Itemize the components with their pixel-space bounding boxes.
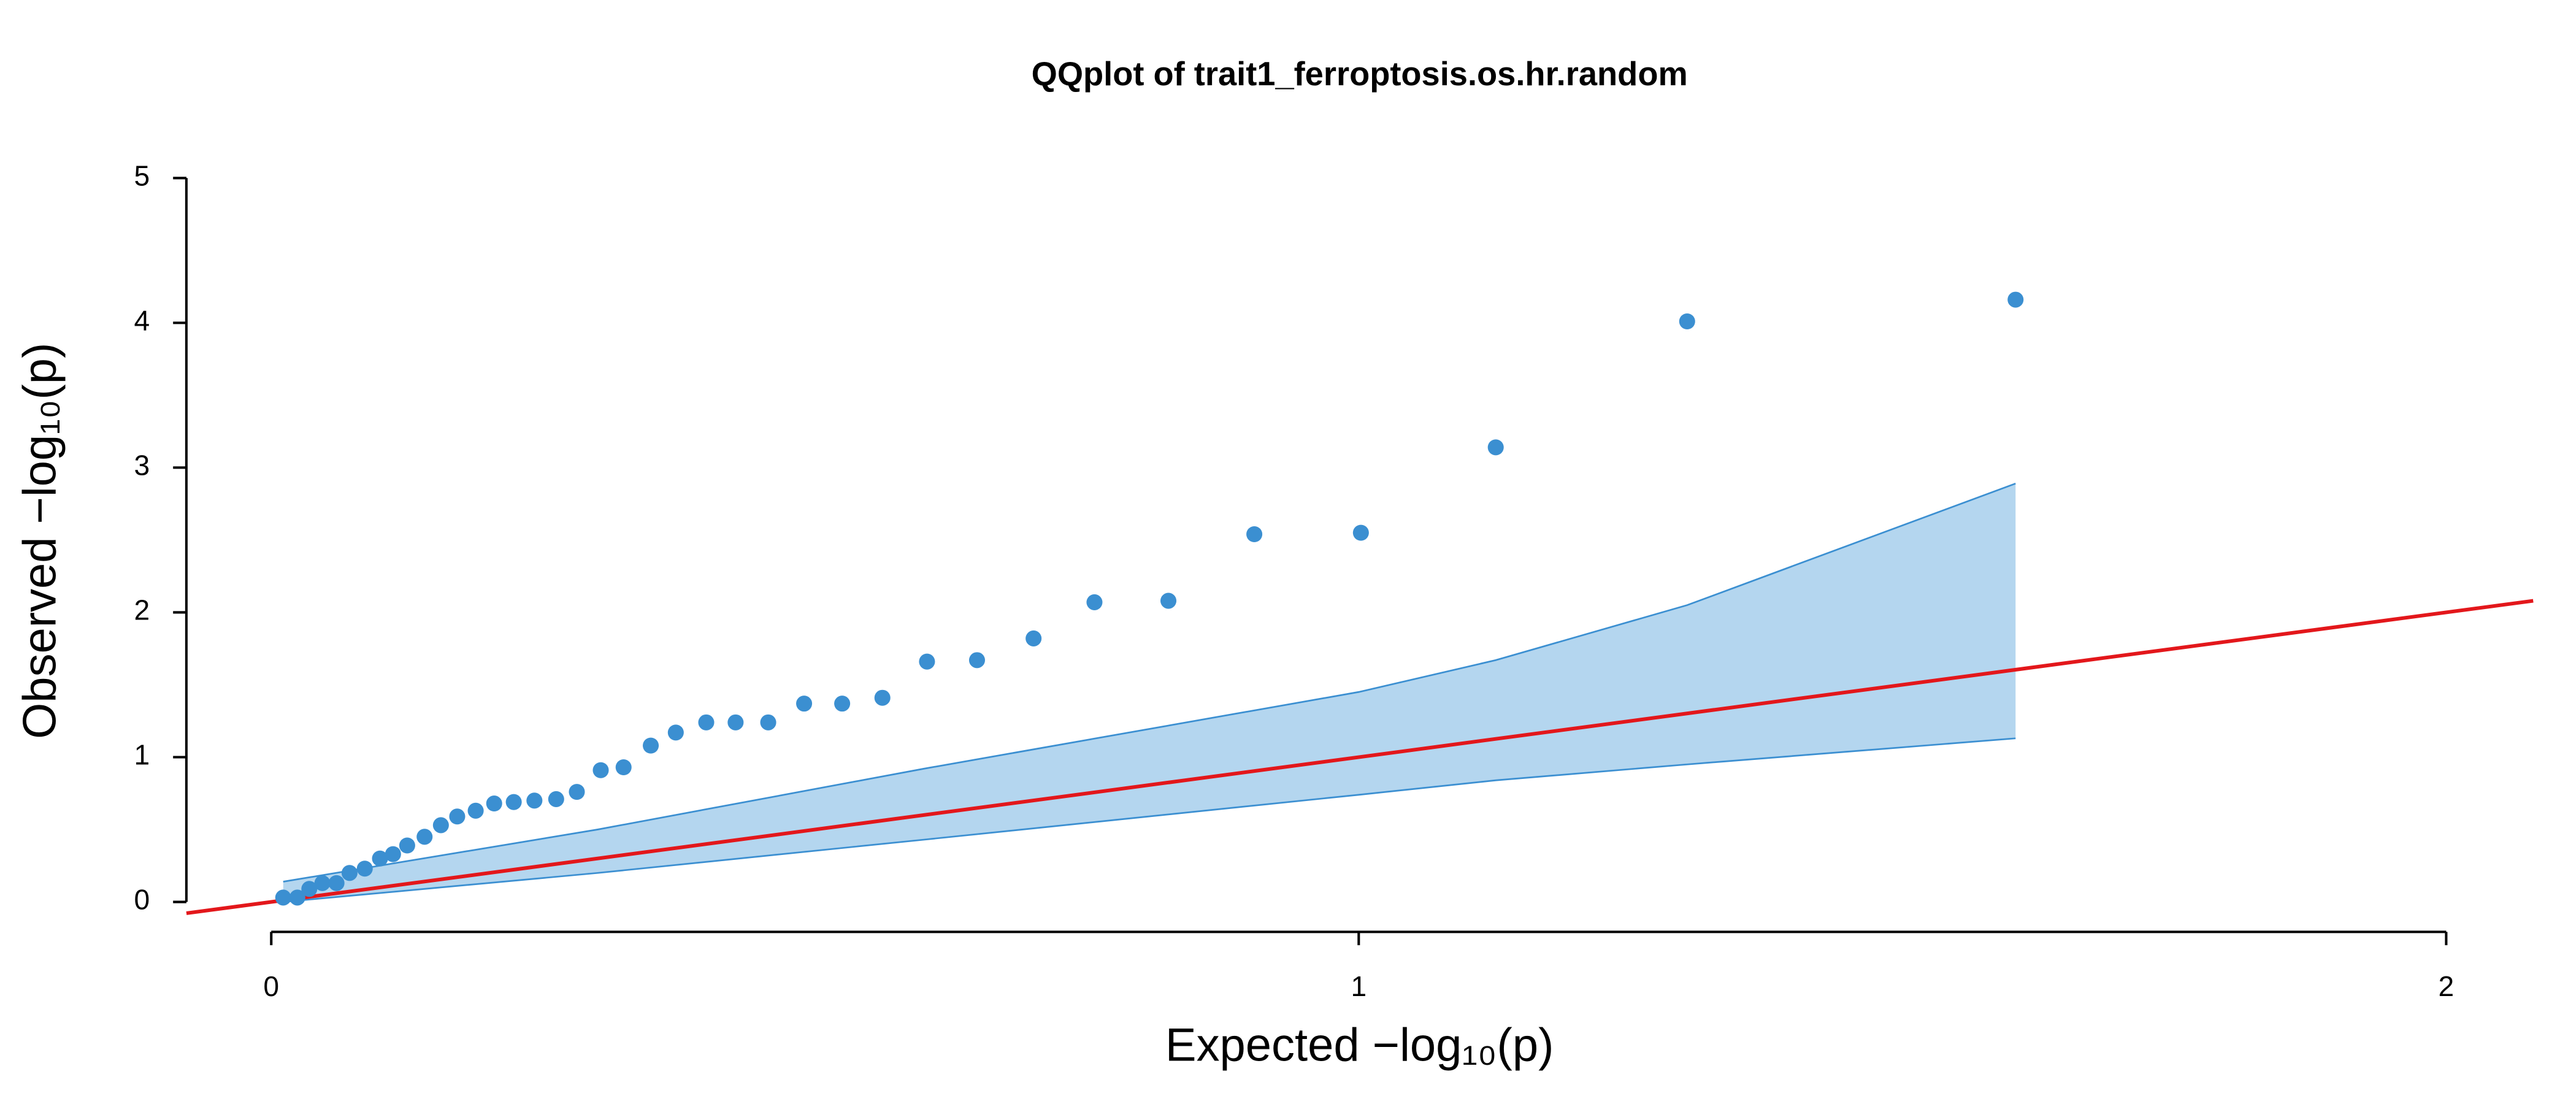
point: [643, 737, 659, 754]
y-tick-label: 4: [134, 305, 150, 337]
band-edge: [283, 483, 2016, 883]
point: [1487, 439, 1504, 456]
point: [796, 696, 813, 712]
y-tick-label: 1: [134, 739, 150, 771]
y-tick-label: 5: [134, 159, 150, 191]
point: [314, 875, 331, 891]
point: [289, 889, 305, 906]
point: [1160, 592, 1177, 609]
x-tick-label: 2: [2439, 970, 2455, 1002]
point: [727, 714, 744, 730]
point: [416, 829, 433, 845]
point: [667, 724, 684, 741]
point: [1679, 313, 1695, 330]
point: [968, 652, 985, 669]
point: [569, 784, 585, 800]
point: [2007, 291, 2024, 308]
point: [301, 881, 318, 897]
point: [760, 714, 776, 730]
point: [1086, 594, 1103, 610]
point: [919, 653, 935, 670]
point: [467, 802, 484, 819]
point: [432, 817, 449, 834]
reference-line: [186, 599, 2534, 915]
confidence-band: [283, 483, 2016, 902]
point: [372, 850, 388, 867]
point: [341, 865, 358, 881]
x-tick-label: 1: [1351, 970, 1367, 1002]
point: [548, 791, 564, 807]
point: [874, 689, 891, 706]
point: [834, 696, 851, 712]
y-axis-label: Observed −log₁₀(p): [14, 343, 66, 739]
point: [328, 875, 345, 891]
point: [486, 795, 502, 812]
point: [615, 759, 632, 776]
point: [1352, 524, 1369, 541]
y-tick-label: 2: [134, 594, 150, 626]
point: [592, 762, 609, 778]
point: [505, 794, 522, 810]
chart-title: QQplot of trait1_ferroptosis.os.hr.rando…: [1032, 56, 1688, 93]
x-axis-label: Expected −log₁₀(p): [1165, 1019, 1554, 1071]
point: [399, 837, 415, 854]
y-tick-label: 0: [134, 884, 150, 916]
point: [385, 846, 401, 862]
y-tick-label: 3: [134, 450, 150, 481]
band-edge: [283, 737, 2016, 903]
point: [449, 808, 466, 825]
x-tick-label: 0: [263, 970, 279, 1002]
point: [1246, 526, 1263, 543]
point: [1025, 630, 1042, 646]
point: [698, 714, 715, 730]
point: [275, 889, 291, 906]
point: [526, 792, 543, 809]
point: [356, 861, 373, 877]
